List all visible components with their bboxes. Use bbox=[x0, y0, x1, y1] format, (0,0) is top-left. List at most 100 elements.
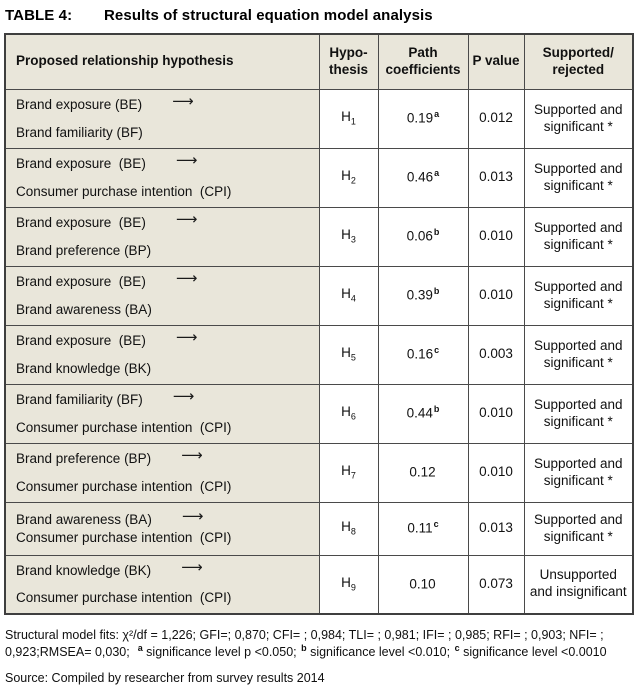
result-line: significant * bbox=[543, 236, 613, 252]
table-row: Brand familiarity (BF) ⟶ Consumer purchas… bbox=[4, 383, 634, 444]
model-fit-note: Structural model fits: χ²/df = 1,226; GF… bbox=[5, 627, 635, 661]
relationship-from: Brand exposure (BE) bbox=[16, 332, 146, 348]
coefficient-cell: 0.11c bbox=[377, 501, 469, 556]
result-cell: Supported and significant * bbox=[523, 265, 634, 326]
result-line: Supported and bbox=[533, 396, 623, 412]
coefficient-cell: 0.39b bbox=[377, 265, 469, 326]
p-value-cell: 0.010 bbox=[467, 206, 525, 267]
right-arrow-icon: ⟶ bbox=[172, 92, 194, 110]
result-line: significant * bbox=[543, 354, 613, 370]
significance-marker: a bbox=[434, 109, 440, 120]
table-title: TABLE 4: Results of structural equation … bbox=[5, 7, 632, 24]
hypothesis-cell: H6 bbox=[318, 383, 379, 444]
table-title-label: TABLE 4: bbox=[5, 7, 73, 24]
hypothesis-subscript: 7 bbox=[350, 470, 356, 481]
coefficient-value: 0.10 bbox=[409, 576, 436, 592]
p-value-cell: 0.013 bbox=[467, 147, 525, 208]
coefficient-value: 0.46 bbox=[406, 169, 434, 185]
table-row: Brand preference (BP) ⟶ Consumer purchase… bbox=[4, 442, 634, 503]
coefficient-cell: 0.19a bbox=[377, 88, 469, 149]
hypothesis-label: H bbox=[341, 286, 351, 302]
hypothesis-cell: H7 bbox=[318, 442, 379, 503]
header-line: coefficients bbox=[385, 61, 461, 77]
coefficient-value: 0.06 bbox=[406, 228, 433, 244]
relationship-from: Brand awareness (BA) bbox=[16, 511, 152, 527]
hypothesis-label: H bbox=[341, 168, 351, 184]
header-row: Proposed relationship hypothesis Hypo-th… bbox=[4, 33, 634, 90]
result-line: significant * bbox=[543, 528, 613, 544]
significance-note: significance level <0.010; bbox=[306, 644, 454, 659]
result-line: significant * bbox=[543, 472, 613, 488]
header-supported-rejected: Supported/rejected bbox=[523, 33, 634, 90]
header-line: Hypo- bbox=[329, 44, 368, 60]
header-line: Path bbox=[408, 44, 438, 60]
result-line: Supported and bbox=[533, 337, 623, 353]
right-arrow-icon: ⟶ bbox=[181, 507, 204, 525]
table-title-text: Results of structural equation model ana… bbox=[104, 7, 433, 24]
header-line: thesis bbox=[328, 61, 369, 77]
hypothesis-subscript: 3 bbox=[350, 234, 356, 245]
relationship-to: Consumer purchase intention (CPI) bbox=[16, 183, 232, 199]
table-row: Brand awareness (BA) ⟶ Consumer purchase … bbox=[4, 501, 634, 556]
significance-marker: c bbox=[454, 642, 460, 653]
coefficient-cell: 0.06b bbox=[377, 206, 469, 267]
hypothesis-label: H bbox=[341, 463, 351, 479]
coefficient-cell: 0.12 bbox=[377, 442, 469, 503]
relationship-from: Brand familiarity (BF) bbox=[16, 391, 143, 407]
result-cell: Supported and significant * bbox=[523, 442, 634, 503]
p-value-cell: 0.010 bbox=[467, 265, 525, 326]
model-fit-text: Structural model fits: χ²/df = 1,226; GF… bbox=[5, 627, 608, 659]
header-relationship: Proposed relationship hypothesis bbox=[4, 33, 320, 90]
coefficient-value: 0.39 bbox=[406, 287, 433, 303]
result-cell: Unsupported and insignificant bbox=[523, 554, 634, 615]
p-value-cell: 0.013 bbox=[467, 501, 525, 556]
table-row: Brand exposure (BE) ⟶ Brand awareness (BA… bbox=[4, 265, 634, 326]
result-line: significant * bbox=[543, 177, 613, 193]
hypothesis-label: H bbox=[341, 519, 351, 535]
significance-marker: b bbox=[301, 642, 307, 653]
result-cell: Supported and significant * bbox=[523, 324, 634, 385]
hypothesis-subscript: 5 bbox=[350, 352, 356, 363]
result-line: Supported and bbox=[533, 455, 623, 471]
relationship-from: Brand knowledge (BK) bbox=[16, 562, 152, 578]
significance-marker: b bbox=[433, 286, 440, 297]
significance-marker: b bbox=[433, 404, 440, 415]
result-cell: Supported and significant * bbox=[523, 383, 634, 444]
header-line: Supported/ bbox=[542, 44, 614, 60]
right-arrow-icon: ⟶ bbox=[175, 151, 198, 169]
result-line: Supported and bbox=[533, 160, 623, 176]
relationship-to: Consumer purchase intention (CPI) bbox=[16, 478, 232, 494]
hypothesis-cell: H5 bbox=[318, 324, 379, 385]
p-value-cell: 0.010 bbox=[467, 442, 525, 503]
significance-note: significance level p <0.050; bbox=[142, 644, 301, 659]
relationship-from: Brand exposure (BE) bbox=[16, 96, 143, 112]
result-cell: Supported and significant * bbox=[523, 206, 634, 267]
relationship-from: Brand preference (BP) bbox=[16, 450, 152, 466]
right-arrow-icon: ⟶ bbox=[181, 558, 203, 576]
result-cell: Supported and significant * bbox=[523, 147, 634, 208]
relationship-to: Brand preference (BP) bbox=[16, 242, 152, 258]
coefficient-value: 0.12 bbox=[409, 464, 436, 480]
right-arrow-icon: ⟶ bbox=[181, 446, 203, 464]
result-line: significant * bbox=[543, 295, 613, 311]
result-line: Supported and bbox=[533, 219, 623, 235]
right-arrow-icon: ⟶ bbox=[172, 387, 195, 405]
relationship-to: Brand knowledge (BK) bbox=[16, 360, 152, 376]
coefficient-cell: 0.46a bbox=[377, 147, 469, 208]
hypothesis-subscript: 6 bbox=[350, 411, 356, 422]
significance-marker: b bbox=[433, 227, 440, 238]
relationship-from: Brand exposure (BE) bbox=[16, 214, 146, 230]
hypothesis-cell: H4 bbox=[318, 265, 379, 326]
relationship-cell: Brand awareness (BA) ⟶ Consumer purchase … bbox=[4, 501, 320, 556]
result-line: Unsupported bbox=[539, 567, 617, 583]
header-path-coefficients: Path coefficients bbox=[377, 33, 469, 90]
relationship-cell: Brand exposure (BE) ⟶ Brand awareness (BA… bbox=[4, 265, 320, 326]
right-arrow-icon: ⟶ bbox=[175, 328, 198, 346]
p-value-cell: 0.012 bbox=[467, 88, 525, 149]
hypothesis-subscript: 2 bbox=[350, 175, 356, 186]
significance-note: significance level <0.0010 bbox=[459, 644, 607, 659]
coefficient-value: 0.44 bbox=[406, 405, 433, 421]
hypothesis-cell: H9 bbox=[318, 554, 379, 615]
hypothesis-label: H bbox=[341, 345, 351, 361]
